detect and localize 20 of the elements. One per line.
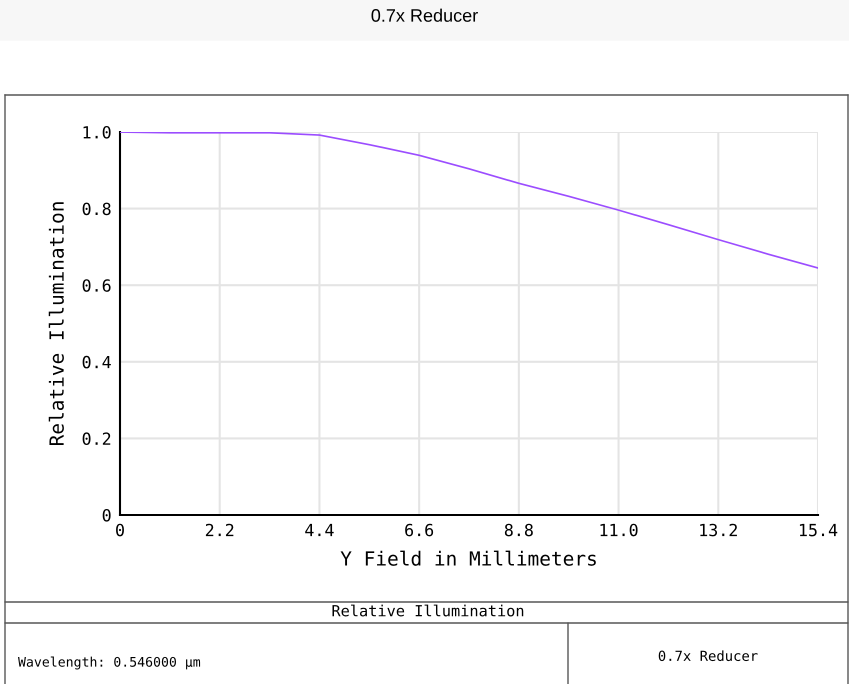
text: 0.7x Reducer	[658, 650, 758, 662]
x-axis-title: Y Field in Millimeters	[340, 550, 596, 566]
x-tick-label: 2.2	[206, 524, 234, 536]
x-tick-label: 8.8	[504, 524, 533, 536]
y-tick-label: 0.6	[82, 279, 111, 292]
text: Wavelength: 0.546000 µm	[18, 656, 200, 670]
x-tick-label: 6.6	[405, 524, 434, 536]
y-axis-title: Relative Illumination	[48, 202, 64, 446]
y-tick-label: 0.8	[82, 202, 111, 216]
text: Relative Illumination	[332, 604, 524, 616]
x-tick-label: 0	[116, 524, 124, 536]
x-tick-label: 11.0	[600, 524, 638, 536]
x-tick-label: 13.2	[700, 524, 737, 536]
y-tick-label: 0	[102, 509, 111, 522]
x-tick-label: 15.4	[800, 524, 838, 536]
y-tick-label: 0.4	[82, 356, 111, 368]
y-tick-label: 1.0	[84, 126, 111, 139]
y-tick-label: 0.2	[82, 432, 110, 446]
x-tick-label: 4.4	[305, 524, 334, 536]
chart-title: 0.7x Reducer	[372, 8, 478, 22]
